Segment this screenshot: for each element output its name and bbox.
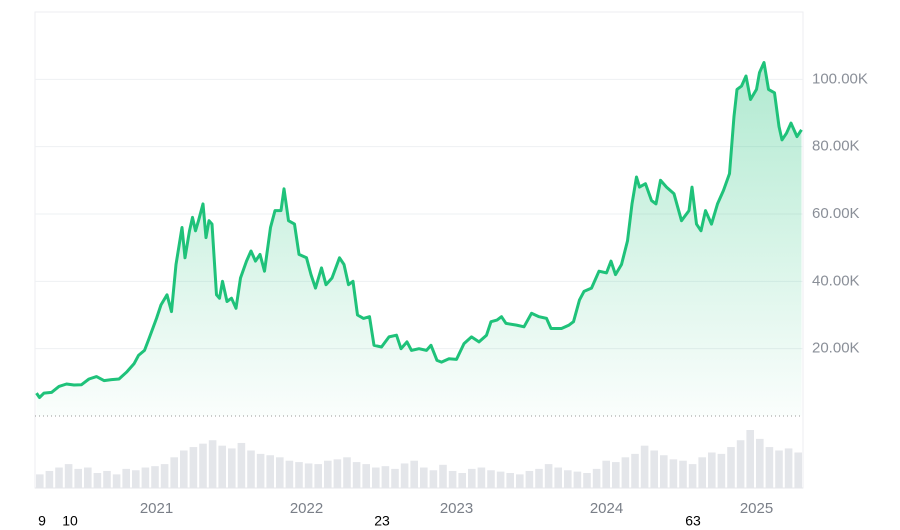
volume-bar: [266, 455, 274, 488]
volume-bar: [180, 450, 188, 488]
volume-bar: [746, 430, 754, 488]
annotation: 10: [62, 513, 78, 529]
volume-bar: [55, 467, 63, 488]
volume-bar: [285, 460, 294, 488]
volume-bar: [112, 474, 121, 488]
volume-bar: [602, 460, 610, 488]
volume-bar: [84, 467, 92, 488]
price-line: [35, 61, 803, 399]
volume-bar: [698, 457, 706, 488]
volume-bar: [544, 464, 553, 488]
volume-bar: [717, 453, 726, 488]
volume-bar: [631, 453, 639, 488]
volume-bar: [708, 452, 716, 488]
volume-bar: [93, 472, 102, 488]
volume-bar: [784, 448, 793, 488]
volume-bar: [141, 467, 150, 488]
volume-bar: [592, 468, 601, 488]
y-tick-label: 100.00K: [812, 70, 868, 87]
volume-bar: [688, 464, 697, 488]
volume-bar: [237, 442, 246, 488]
volume-bar: [458, 472, 466, 488]
volume-bar: [304, 463, 313, 488]
volume-bar: [170, 457, 178, 488]
y-tick-label: 40.00K: [812, 272, 860, 289]
volume-bar: [372, 467, 380, 488]
volume-bar: [352, 462, 361, 488]
volume-bar: [228, 448, 236, 488]
volume-bar: [324, 460, 332, 488]
volume-bar: [208, 440, 217, 488]
volume-bar: [650, 450, 658, 488]
annotation: 9: [38, 513, 46, 529]
volume-bar: [535, 468, 543, 488]
volume-bar: [218, 445, 226, 488]
volume-bar: [314, 464, 322, 488]
volume-bar: [468, 468, 476, 488]
volume-bar: [660, 455, 668, 488]
x-tick-label: 2024: [590, 500, 623, 517]
volume-bar: [477, 467, 486, 488]
volume-bar: [736, 440, 745, 488]
annotation: 23: [374, 513, 390, 529]
volume-bar: [410, 460, 418, 488]
volume-bar: [333, 459, 342, 488]
volume-bar: [391, 468, 399, 488]
volume-bar: [132, 470, 140, 488]
y-tick-label: 60.00K: [812, 205, 860, 222]
volume-bar: [189, 447, 198, 488]
volume-bar: [727, 447, 735, 488]
volume-bar: [448, 470, 457, 488]
x-tick-label: 2023: [440, 500, 473, 517]
volume-bar: [199, 443, 207, 488]
volume-bar: [381, 466, 390, 488]
volume-bar: [583, 472, 591, 488]
volume-bar: [554, 467, 562, 488]
volume-bar: [420, 467, 428, 488]
x-tick-label: 2021: [140, 500, 173, 517]
volume-bar: [525, 470, 534, 488]
volume-bar: [487, 470, 495, 488]
volume-bar: [64, 464, 73, 488]
volume-bar: [496, 471, 505, 488]
volume-bar: [343, 457, 351, 488]
volume-bar: [794, 452, 802, 488]
volume-bar: [516, 474, 524, 488]
y-tick-label: 80.00K: [812, 138, 860, 155]
volume-bar: [36, 474, 44, 488]
volume-bar: [151, 466, 159, 488]
volume-bar: [295, 462, 303, 488]
volume-bar: [679, 460, 687, 488]
volume-bar: [669, 459, 678, 488]
volume-bar: [122, 468, 130, 488]
volume-bar: [256, 453, 265, 488]
volume-bar: [612, 462, 620, 488]
volume-bar: [247, 450, 255, 488]
y-tick-label: 20.00K: [812, 340, 860, 357]
volume-bar: [640, 445, 649, 488]
volume-bar: [74, 468, 82, 488]
volume-bar: [276, 457, 284, 488]
x-tick-label: 2022: [290, 500, 323, 517]
volume-bar: [429, 470, 438, 488]
volume-bar: [621, 457, 630, 488]
volume-bar: [400, 463, 409, 488]
volume-bar: [160, 464, 169, 488]
x-tick-label: 2025: [740, 500, 773, 517]
volume-bar: [775, 450, 783, 488]
volume-bar: [564, 470, 572, 488]
volume-bar: [103, 470, 111, 488]
annotation: 63: [685, 513, 701, 529]
volume-bar: [362, 464, 370, 488]
volume-bar: [756, 438, 764, 488]
volume-bar: [439, 464, 447, 488]
volume-bar: [573, 471, 582, 488]
volume-bar: [765, 447, 774, 488]
area-fill: [36, 62, 802, 416]
volume-bar: [45, 470, 54, 488]
volume-bar: [506, 472, 514, 488]
